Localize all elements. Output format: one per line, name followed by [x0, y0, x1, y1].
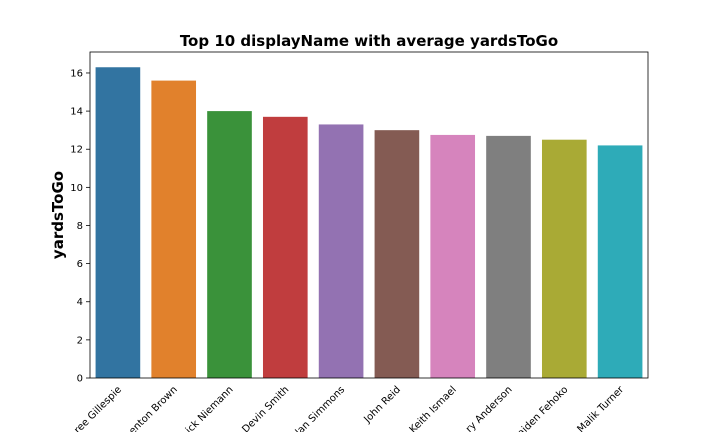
x-tick-label: John Reid [362, 384, 404, 426]
x-tick-label: enton Brown [127, 384, 180, 432]
y-tick-label: 10 [70, 183, 83, 194]
bar [486, 135, 531, 378]
bar [541, 139, 587, 378]
x-axis: ree Gillespie enton Brown ick Niemann Devin… [72, 384, 627, 432]
y-tick-label: 2 [77, 335, 83, 346]
y-tick-label: 4 [77, 297, 83, 308]
bar [430, 134, 476, 378]
x-tick-label: ree Gillespie [72, 384, 124, 432]
x-tick-label: Devin Smith [240, 384, 291, 432]
x-tick-label: ry Anderson [464, 384, 515, 432]
x-tick-label: Keith Ismael [408, 384, 459, 432]
bar [597, 145, 643, 378]
y-tick-label: 12 [70, 145, 83, 156]
chart-title: Top 10 displayName with average yardsToG… [180, 32, 558, 50]
y-axis: 0 2 4 6 8 10 12 14 16 [70, 68, 90, 385]
bars [95, 67, 643, 378]
y-tick-label: 14 [70, 107, 83, 118]
y-tick-label: 8 [77, 221, 83, 232]
y-tick-label: 0 [77, 374, 83, 385]
x-tick-label: ick Niemann [184, 384, 236, 432]
y-tick-label: 16 [70, 68, 83, 79]
bar [318, 124, 364, 378]
y-tick-label: 6 [77, 259, 83, 270]
x-tick-label: Malik Turner [575, 384, 626, 432]
bar [207, 111, 252, 378]
x-tick-label: lan Simmons [294, 384, 348, 432]
bar [262, 116, 308, 378]
bar [151, 80, 197, 378]
x-tick-label: aiden Fehoko [516, 384, 571, 432]
y-axis-label: yardsToGo [49, 171, 67, 259]
bar [95, 67, 141, 378]
plot-frame [89, 51, 649, 379]
bar [374, 130, 420, 378]
